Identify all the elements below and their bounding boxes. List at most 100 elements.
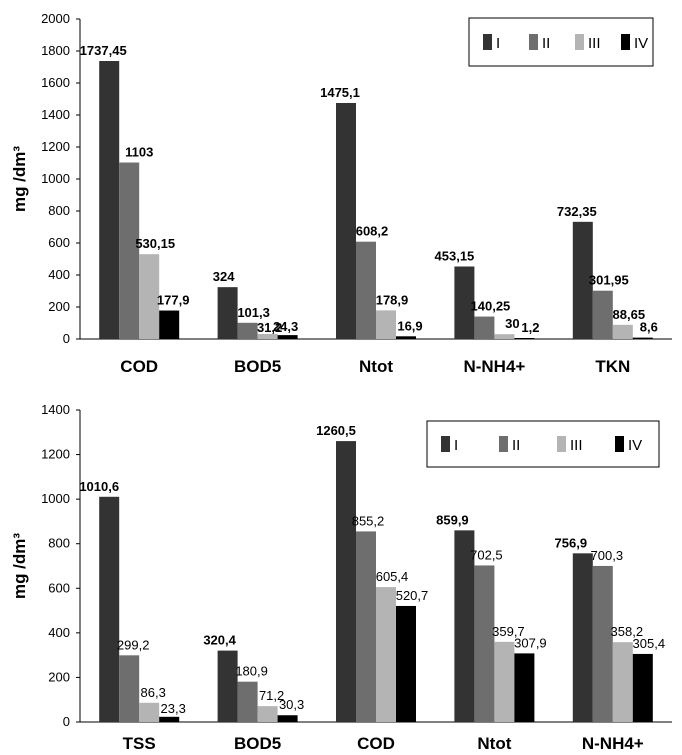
bar — [257, 334, 278, 339]
data-label: 320,4 — [203, 633, 236, 648]
chart-bottom: 0 200 400 600 800 1000 1200 1400 mg /dm³ 1010,6 29… — [10, 402, 672, 753]
bar — [632, 653, 653, 722]
y-tick-label: 1000 — [41, 171, 70, 186]
data-label: 700,3 — [591, 548, 624, 563]
y-tick-label: 200 — [48, 299, 70, 314]
legend-swatch — [483, 34, 492, 50]
data-label: 1737,45 — [80, 43, 127, 58]
data-label: 756,9 — [555, 535, 588, 550]
data-label: 305,4 — [633, 636, 666, 651]
y-tick-label: 600 — [48, 580, 70, 595]
bar — [99, 61, 120, 340]
bar — [396, 605, 416, 722]
legend-label: III — [570, 437, 583, 454]
data-label: 702,5 — [470, 547, 503, 562]
bar — [356, 241, 376, 339]
legend-swatch — [621, 34, 630, 50]
data-label: 30 — [505, 316, 519, 331]
x-tick-label: COD — [357, 734, 395, 753]
bar — [474, 316, 495, 339]
legend-swatch — [615, 436, 624, 452]
x-tick-label: TSS — [123, 734, 156, 753]
bar — [376, 587, 396, 722]
bar — [572, 553, 593, 722]
y-tick-label: 0 — [63, 714, 70, 729]
data-label: 301,95 — [589, 273, 629, 288]
data-label: 1,2 — [521, 320, 539, 335]
data-label: 1475,1 — [320, 85, 360, 100]
legend-label: II — [542, 35, 550, 52]
x-tick-label: Ntot — [359, 357, 393, 376]
data-label: 605,4 — [376, 569, 409, 584]
data-label: 8,6 — [640, 320, 658, 335]
bar — [356, 531, 376, 722]
data-label: 1103 — [125, 145, 153, 160]
data-label: 177,9 — [157, 293, 190, 308]
bar — [454, 530, 475, 722]
y-axis-label: mg /dm³ — [10, 146, 29, 212]
legend — [426, 420, 660, 468]
legend-label: III — [588, 35, 601, 52]
bar — [237, 681, 258, 722]
y-tick-label: 200 — [48, 669, 70, 684]
bar — [139, 702, 160, 722]
data-label: 88,65 — [613, 307, 646, 322]
bar — [99, 496, 120, 722]
y-tick-label: 1200 — [41, 139, 70, 154]
bar — [119, 162, 140, 339]
bar — [494, 641, 515, 722]
legend-label: I — [496, 35, 500, 52]
bar — [514, 653, 535, 722]
bar — [592, 290, 613, 339]
bar — [494, 334, 515, 339]
bar — [592, 565, 613, 722]
bar — [159, 716, 180, 722]
bar — [139, 254, 160, 339]
legend-label: I — [454, 437, 458, 454]
bar — [277, 335, 298, 339]
y-tick-label: 1600 — [41, 75, 70, 90]
bar — [632, 337, 653, 339]
data-label: 23,3 — [161, 701, 186, 716]
data-label: 530,15 — [135, 236, 175, 251]
data-label: 324 — [213, 269, 235, 284]
y-axis-label: mg /dm³ — [10, 533, 29, 599]
data-label: 307,9 — [514, 635, 547, 650]
bar — [237, 322, 258, 339]
legend-label: IV — [628, 437, 642, 454]
bar — [217, 650, 238, 722]
data-label: 299,2 — [117, 637, 150, 652]
data-label: 178,9 — [376, 292, 409, 307]
data-label: 86,3 — [141, 685, 166, 700]
data-label: 1010,6 — [79, 479, 119, 494]
legend-label: IV — [634, 35, 648, 52]
data-label: 732,35 — [557, 204, 597, 219]
y-tick-label: 400 — [48, 625, 70, 640]
data-label: 101,3 — [237, 305, 270, 320]
bar — [572, 221, 593, 339]
x-tick-label: Ntot — [477, 734, 511, 753]
data-label: 520,7 — [396, 588, 429, 603]
y-tick-label: 1200 — [41, 447, 70, 462]
data-label: 359,7 — [492, 624, 525, 639]
bar — [336, 102, 356, 339]
data-label: 31,2 — [257, 320, 282, 335]
y-tick-label: 800 — [48, 536, 70, 551]
bar — [336, 441, 356, 722]
data-label: 30,3 — [279, 697, 304, 712]
y-tick-label: 600 — [48, 235, 70, 250]
data-label: 1260,5 — [316, 423, 356, 438]
x-tick-label: COD — [120, 357, 158, 376]
y-tick-label: 400 — [48, 267, 70, 282]
data-label: 608,2 — [356, 224, 389, 239]
data-label: 16,9 — [397, 318, 422, 333]
data-label: 71,2 — [259, 688, 284, 703]
legend-swatch — [529, 34, 538, 50]
data-label: 859,9 — [436, 512, 469, 527]
bar — [474, 565, 495, 722]
y-tick-label: 0 — [63, 331, 70, 346]
x-tick-label: BOD5 — [234, 357, 281, 376]
legend-label: II — [512, 437, 520, 454]
bar — [612, 324, 633, 339]
